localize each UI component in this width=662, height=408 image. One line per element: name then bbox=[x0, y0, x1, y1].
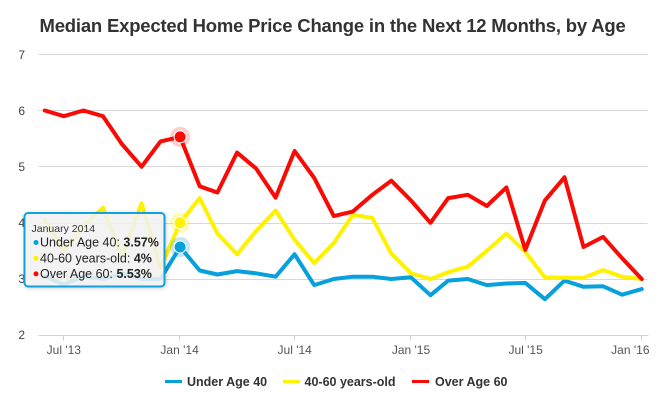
svg-text:3: 3 bbox=[18, 272, 25, 286]
svg-text:40-60 years-old: 4%: 40-60 years-old: 4% bbox=[40, 251, 152, 265]
svg-text:Jul '13: Jul '13 bbox=[47, 343, 82, 357]
svg-text:Jul '14: Jul '14 bbox=[278, 343, 313, 357]
svg-text:Over Age 60: Over Age 60 bbox=[435, 375, 508, 389]
svg-text:2: 2 bbox=[18, 328, 25, 342]
svg-text:Under Age 40: 3.57%: Under Age 40: 3.57% bbox=[40, 236, 159, 250]
svg-text:Over Age 60: 5.53%: Over Age 60: 5.53% bbox=[40, 267, 152, 281]
svg-text:Jan '14: Jan '14 bbox=[160, 343, 199, 357]
svg-text:January 2014: January 2014 bbox=[32, 223, 96, 235]
svg-text:4: 4 bbox=[18, 216, 25, 230]
svg-text:7: 7 bbox=[18, 48, 25, 62]
svg-text:Jul '15: Jul '15 bbox=[508, 343, 543, 357]
svg-text:Median Expected Home Price Cha: Median Expected Home Price Change in the… bbox=[40, 15, 626, 36]
svg-text:40-60 years-old: 40-60 years-old bbox=[305, 375, 396, 389]
svg-text:6: 6 bbox=[18, 104, 25, 118]
svg-text:Jan '15: Jan '15 bbox=[392, 343, 431, 357]
svg-text:5: 5 bbox=[18, 160, 25, 174]
svg-text:Jan '16: Jan '16 bbox=[611, 343, 650, 357]
svg-text:Under Age 40: Under Age 40 bbox=[187, 375, 267, 389]
